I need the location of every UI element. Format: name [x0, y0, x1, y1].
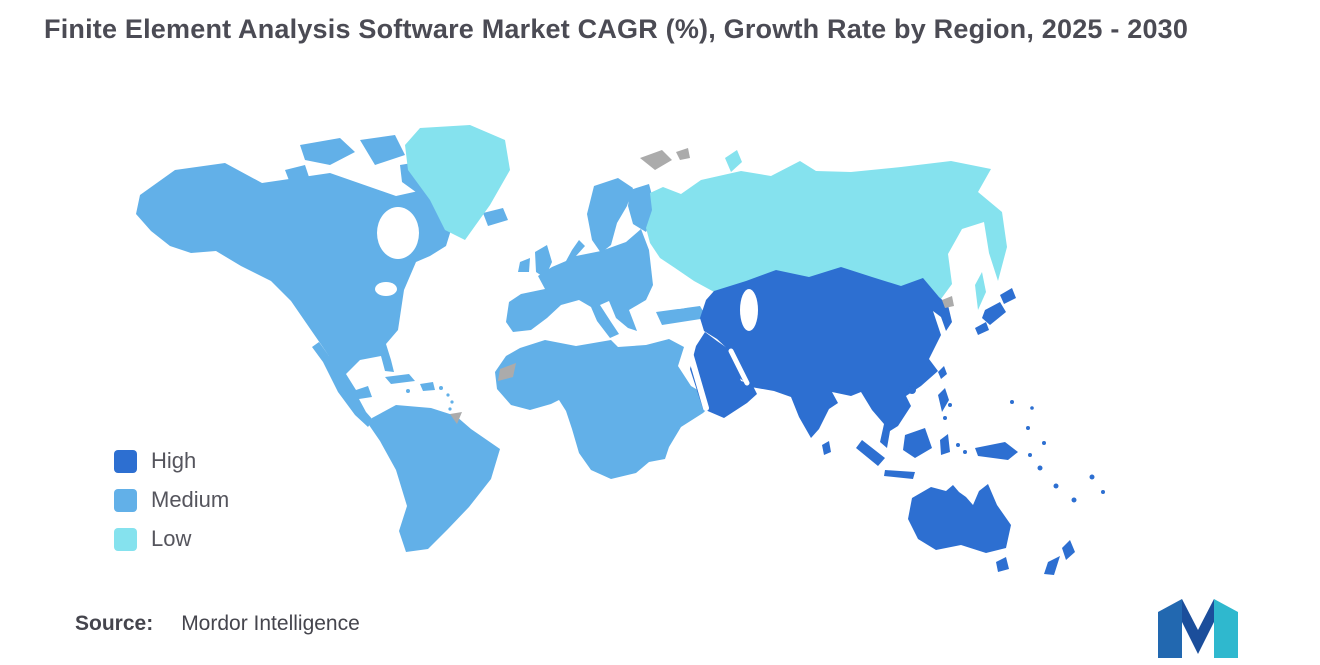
great-lakes	[375, 282, 397, 296]
landmass-europe	[506, 229, 653, 338]
legend-swatch-high	[114, 449, 137, 473]
landmass-taiwan	[938, 366, 947, 379]
legend-item-low: Low	[114, 527, 229, 551]
region-no-data	[450, 148, 954, 424]
landmass-hainan	[908, 386, 916, 394]
page-title: Finite Element Analysis Software Market …	[44, 14, 1189, 44]
pacific-islands	[943, 400, 1105, 503]
source-line: Source: Mordor Intelligence	[75, 612, 360, 636]
region-high-growth	[690, 267, 1105, 575]
mordor-intelligence-logo	[1158, 599, 1238, 658]
source-label: Source:	[75, 612, 154, 635]
landmass-novaya-zemlya	[725, 150, 742, 172]
landmass-svalbard	[640, 148, 690, 170]
landmass-tasmania	[996, 557, 1009, 572]
landmass-scandinavia	[587, 178, 656, 253]
landmass-sri-lanka	[822, 441, 831, 455]
landmass-australia	[908, 484, 1011, 553]
landmass-asia-mainland	[700, 267, 952, 448]
landmass-british-isles	[518, 245, 552, 278]
legend-label-high: High	[151, 448, 197, 473]
landmass-russia	[646, 161, 1007, 299]
landmass-madagascar	[650, 408, 670, 452]
black-sea	[657, 293, 695, 309]
landmass-western-sahara	[498, 363, 516, 381]
legend-label-medium: Medium	[151, 487, 230, 512]
caspian-sea	[740, 289, 758, 331]
landmass-french-guiana	[450, 412, 462, 424]
landmass-arabian-peninsula	[690, 332, 757, 418]
legend-item-medium: Medium	[114, 488, 229, 512]
landmass-turkey	[656, 306, 707, 325]
landmass-iceland	[483, 208, 508, 226]
red-sea	[685, 343, 709, 411]
map-legend: High Medium Low	[114, 449, 229, 551]
landmass-sakhalin	[975, 272, 986, 310]
legend-swatch-medium	[114, 488, 137, 512]
landmass-north-america	[136, 163, 456, 427]
region-medium-growth	[136, 135, 719, 552]
persian-gulf	[728, 348, 750, 386]
landmass-greenland	[405, 125, 510, 240]
landmass-arctic-islands	[285, 135, 445, 195]
hudson-bay	[377, 207, 419, 259]
region-low-growth	[405, 125, 1007, 310]
landmass-africa	[495, 339, 719, 479]
legend-swatch-low	[114, 527, 137, 551]
water-overlays	[375, 207, 758, 411]
legend-label-low: Low	[151, 526, 192, 551]
source-value: Mordor Intelligence	[181, 612, 360, 635]
landmass-japan	[975, 288, 1016, 335]
landmass-south-america	[369, 405, 500, 552]
logo-right-shape	[1214, 599, 1238, 658]
logo-left-shape	[1158, 599, 1182, 658]
landmass-north-korea	[942, 296, 954, 308]
landmass-caribbean	[385, 374, 435, 391]
logo-middle-shape	[1182, 599, 1214, 654]
landmass-new-zealand	[1044, 540, 1075, 575]
legend-item-high: High	[114, 449, 229, 473]
